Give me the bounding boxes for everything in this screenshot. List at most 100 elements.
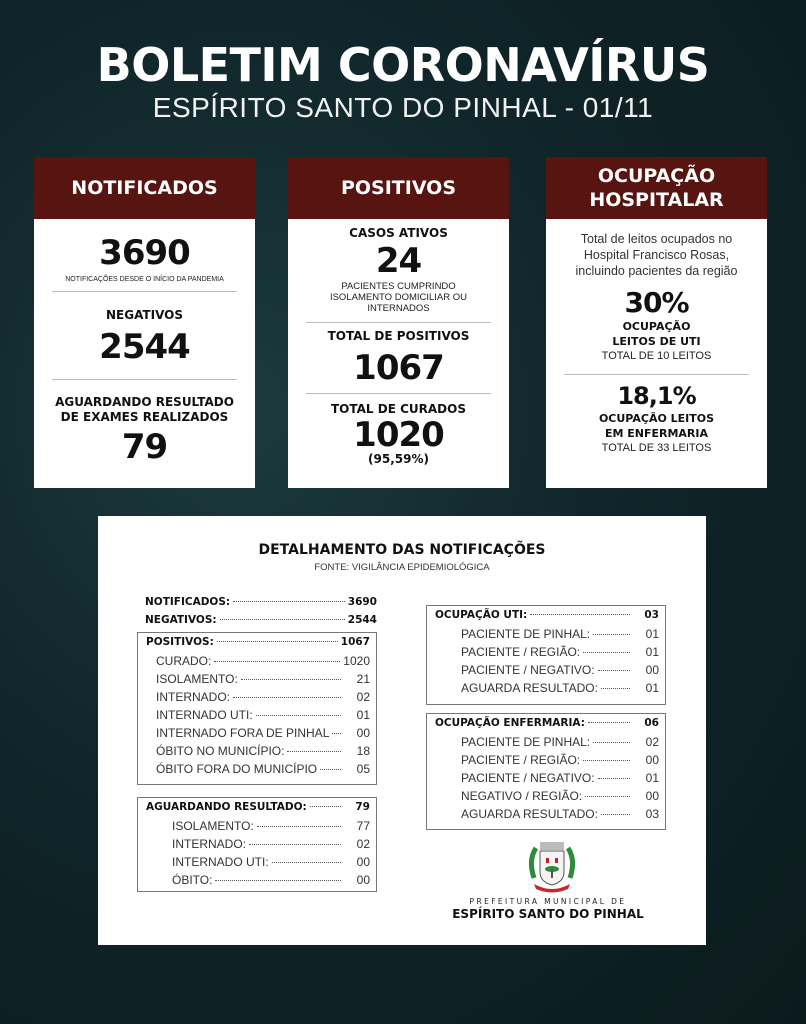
- detail-row: INTERNADO UTI: 01: [146, 708, 370, 726]
- dot-leader: [583, 760, 630, 761]
- detail-row: PACIENTE / REGIÃO: 00: [435, 753, 659, 771]
- row-value: 21: [356, 672, 370, 686]
- detail-row: INTERNADO: 02: [146, 837, 370, 855]
- dot-leader: [530, 614, 630, 615]
- dot-leader: [256, 826, 341, 827]
- card-header: POSITIVOS: [288, 157, 509, 219]
- dot-leader: [593, 742, 630, 743]
- divider: [52, 379, 237, 380]
- dot-leader: [600, 814, 630, 815]
- dot-leader: [332, 733, 341, 734]
- row-label: ÓBITO FORA DO MUNICÍPIO: [156, 762, 318, 776]
- logo-line2: ESPÍRITO SANTO DO PINHAL: [452, 907, 644, 921]
- row-value: 00: [356, 855, 370, 869]
- enfermaria-total: TOTAL DE 33 LEITOS: [601, 442, 712, 454]
- curados-percent: (95,59%): [368, 452, 429, 466]
- row-value: 01: [645, 627, 659, 641]
- row-value: 03: [644, 609, 659, 621]
- row-label: ÓBITO NO MUNICÍPIO:: [156, 744, 285, 758]
- row-label: AGUARDA RESULTADO:: [461, 681, 598, 695]
- aguardando-value: 79: [121, 427, 168, 467]
- detail-row: AGUARDA RESULTADO: 01: [435, 681, 659, 699]
- row-value: 05: [356, 762, 370, 776]
- row-value: 01: [645, 771, 659, 785]
- row-value: 02: [356, 837, 370, 851]
- detail-row: INTERNADO UTI: 00: [146, 855, 370, 873]
- detail-row: ISOLAMENTO: 21: [146, 672, 370, 690]
- row-value: 00: [645, 753, 659, 767]
- aguardando-label: AGUARDANDO RESULTADO DE EXAMES REALIZADO…: [55, 395, 234, 424]
- detail-row: NOTIFICADOS: 3690: [145, 596, 377, 614]
- row-value: 02: [645, 735, 659, 749]
- row-value: 00: [356, 873, 370, 887]
- row-value: 18: [356, 744, 370, 758]
- enfermaria-percent: 18,1%: [617, 382, 696, 410]
- dot-leader: [320, 769, 341, 770]
- card-header: OCUPAÇÃO HOSPITALAR: [546, 157, 767, 219]
- dot-leader: [255, 715, 341, 716]
- row-value: 00: [645, 663, 659, 677]
- row-label: ÓBITO:: [172, 873, 213, 887]
- row-label: POSITIVOS:: [146, 636, 214, 648]
- total-positivos-value: 1067: [353, 348, 445, 388]
- dot-leader: [597, 778, 630, 779]
- row-label: PACIENTE / REGIÃO:: [461, 645, 581, 659]
- row-label: CURADO:: [156, 654, 212, 668]
- detail-row: OCUPAÇÃO UTI: 03: [435, 609, 659, 627]
- dot-leader: [600, 688, 630, 689]
- page-subtitle: ESPÍRITO SANTO DO PINHAL - 01/11: [152, 92, 654, 123]
- detail-row: NEGATIVO / REGIÃO: 00: [435, 789, 659, 807]
- dot-leader: [233, 601, 345, 602]
- logo-line1: PREFEITURA MUNICIPAL DE: [469, 897, 627, 906]
- row-label: ISOLAMENTO:: [156, 672, 238, 686]
- row-value: 01: [645, 681, 659, 695]
- row-value: 3690: [347, 596, 377, 608]
- card-ocupacao: OCUPAÇÃO HOSPITALAR Total de leitos ocup…: [546, 157, 767, 488]
- row-label: NEGATIVO / REGIÃO:: [461, 789, 583, 803]
- row-label: INTERNADO UTI:: [156, 708, 253, 722]
- detail-row: INTERNADO: 02: [146, 690, 370, 708]
- row-value: 01: [356, 708, 370, 722]
- row-value: 01: [645, 645, 659, 659]
- aguardando-box: AGUARDANDO RESULTADO: 79 ISOLAMENTO: 77 INTE…: [137, 797, 377, 892]
- row-value: 00: [645, 789, 659, 803]
- detail-row: PACIENTE / NEGATIVO: 01: [435, 771, 659, 789]
- row-value: 03: [645, 807, 659, 821]
- row-label: ISOLAMENTO:: [172, 819, 254, 833]
- row-value: 77: [356, 819, 370, 833]
- detail-row: INTERNADO FORA DE PINHAL 00: [146, 726, 370, 744]
- dot-leader: [583, 652, 630, 653]
- detail-row: NEGATIVOS: 2544: [145, 614, 377, 632]
- detail-row: AGUARDA RESULTADO: 03: [435, 807, 659, 825]
- ocupacao-description: Total de leitos ocupados no Hospital Fra…: [575, 232, 738, 278]
- card-positivos: POSITIVOS CASOS ATIVOS 24 PACIENTES CUMP…: [288, 157, 509, 488]
- total-positivos-label: TOTAL DE POSITIVOS: [327, 329, 470, 343]
- detalhamento-panel: DETALHAMENTO DAS NOTIFICAÇÕES FONTE: VIG…: [98, 516, 706, 945]
- row-label: PACIENTE DE PINHAL:: [461, 735, 591, 749]
- detail-row: ISOLAMENTO: 77: [146, 819, 370, 837]
- dot-leader: [233, 697, 341, 698]
- dot-leader: [271, 862, 341, 863]
- card-notificados: NOTIFICADOS 3690 NOTIFICAÇÕES DESDE O IN…: [34, 157, 255, 488]
- negativos-label: NEGATIVOS: [105, 308, 183, 322]
- detail-row: PACIENTE DE PINHAL: 02: [435, 735, 659, 753]
- divider: [564, 374, 749, 375]
- dot-leader: [309, 806, 341, 807]
- divider: [52, 291, 237, 292]
- ativos-value: 24: [375, 241, 422, 281]
- ativos-caption: PACIENTES CUMPRINDO ISOLAMENTO DOMICILIA…: [329, 281, 468, 314]
- divider: [306, 393, 491, 394]
- uti-label: OCUPAÇÃO LEITOS DE UTI: [612, 320, 701, 348]
- negativos-value: 2544: [99, 327, 191, 367]
- dot-leader: [587, 722, 630, 723]
- row-label: PACIENTE / NEGATIVO:: [461, 771, 595, 785]
- row-label: INTERNADO UTI:: [172, 855, 269, 869]
- row-label: PACIENTE DE PINHAL:: [461, 627, 591, 641]
- dot-leader: [287, 751, 341, 752]
- row-label: NEGATIVOS:: [145, 614, 217, 626]
- row-value: 1020: [343, 654, 370, 668]
- uti-box: OCUPAÇÃO UTI: 03 PACIENTE DE PINHAL: 01 PACI…: [426, 605, 666, 705]
- curados-label: TOTAL DE CURADOS: [331, 402, 466, 416]
- row-value: 1067: [340, 636, 370, 648]
- enfermaria-box: OCUPAÇÃO ENFERMARIA: 06 PACIENTE DE PINHAL…: [426, 713, 666, 830]
